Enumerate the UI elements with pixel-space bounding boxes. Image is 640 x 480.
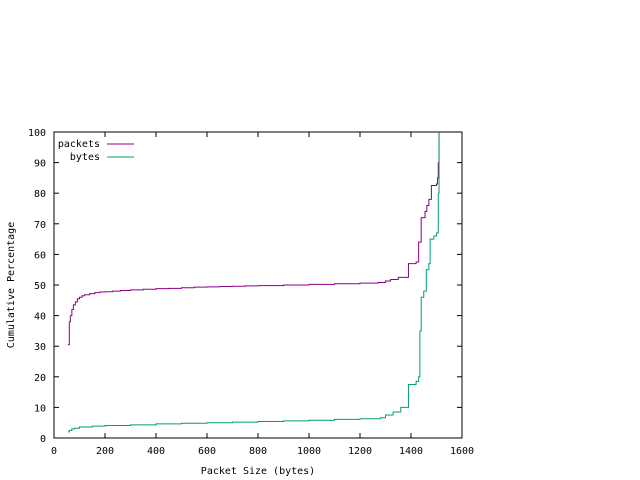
y-tick-label: 10 xyxy=(34,403,46,414)
y-axis-label: Cumulative Percentage xyxy=(6,222,17,348)
x-axis-ticks: 0 200 400 600 800 1000 1200 1400 1600 xyxy=(51,132,474,457)
y-tick-label: 70 xyxy=(34,220,46,231)
x-tick-label: 200 xyxy=(96,446,114,457)
x-axis-label: Packet Size (bytes) xyxy=(201,466,315,477)
x-tick-label: 1400 xyxy=(399,446,423,457)
y-tick-label: 80 xyxy=(34,189,46,200)
x-tick-label: 400 xyxy=(147,446,165,457)
x-tick-label: 600 xyxy=(198,446,216,457)
y-tick-label: 50 xyxy=(34,281,46,292)
plot-border xyxy=(53,131,463,439)
y-tick-label: 60 xyxy=(34,250,46,261)
legend-label-bytes: bytes xyxy=(70,152,100,163)
x-tick-label: 1000 xyxy=(297,446,321,457)
x-tick-label: 800 xyxy=(249,446,267,457)
x-tick-label: 1600 xyxy=(450,446,474,457)
y-tick-label: 30 xyxy=(34,342,46,353)
series-line-bytes xyxy=(67,132,440,433)
y-axis-ticks: 0 10 20 30 40 50 60 70 80 90 100 xyxy=(28,128,462,445)
y-tick-label: 40 xyxy=(34,312,46,323)
x-tick-label: 0 xyxy=(51,446,57,457)
x-tick-label: 1200 xyxy=(348,446,372,457)
y-tick-label: 90 xyxy=(34,159,46,170)
series-layer xyxy=(67,132,440,433)
series-line-packets xyxy=(67,132,440,346)
y-tick-label: 20 xyxy=(34,373,46,384)
y-tick-label: 0 xyxy=(40,434,46,445)
y-tick-label: 100 xyxy=(28,128,46,139)
legend-label-packets: packets xyxy=(58,139,100,150)
legend: packets bytes xyxy=(58,139,134,163)
